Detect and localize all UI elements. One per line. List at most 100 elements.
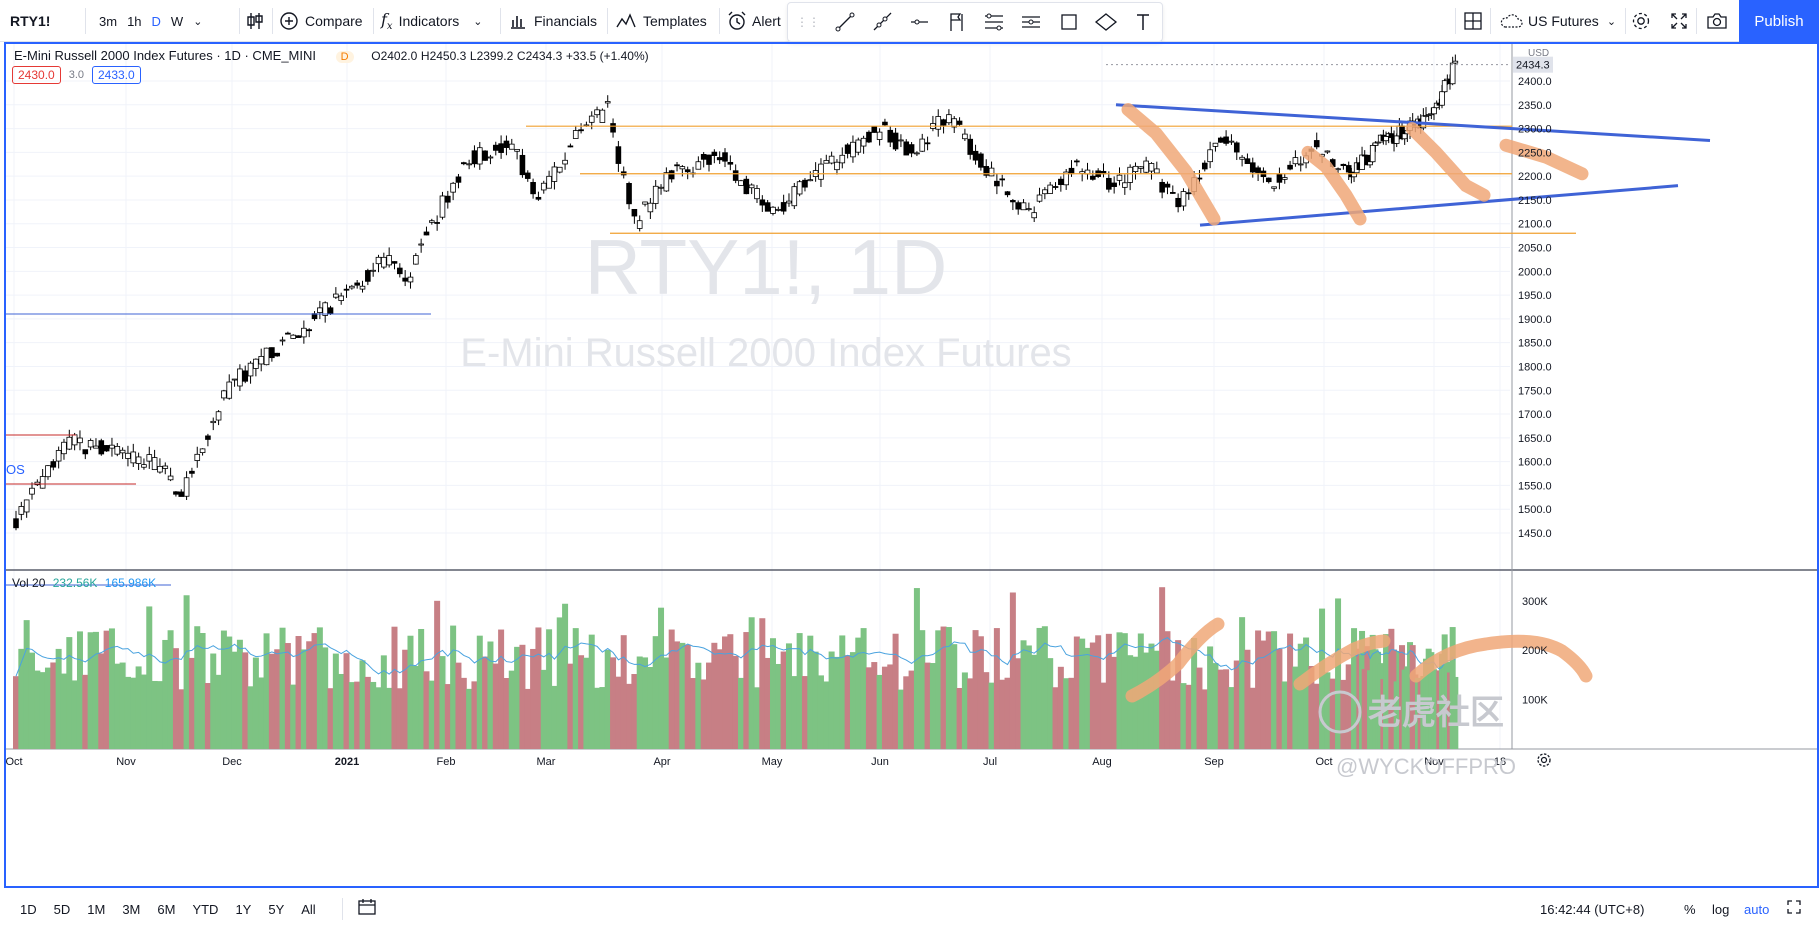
range-all[interactable]: All: [301, 901, 316, 917]
publish-button[interactable]: Publish: [1739, 0, 1819, 42]
candle-body: [1223, 136, 1229, 144]
ellipse-icon[interactable]: [1087, 4, 1124, 40]
candle-body: [135, 456, 142, 464]
volume-bar: [279, 627, 286, 749]
symbol-title[interactable]: E-Mini Russell 2000 Index Futures · 1D ·…: [14, 48, 316, 63]
volume-bar: [801, 676, 808, 749]
volume-bar: [50, 662, 57, 749]
candle-body: [850, 141, 856, 158]
expand-icon[interactable]: [1786, 899, 1802, 920]
volume-bar: [290, 684, 297, 749]
candle-body: [674, 164, 680, 167]
ray-icon[interactable]: [863, 4, 900, 40]
buy-price-button[interactable]: 2433.0: [92, 66, 141, 84]
fib-retracement-icon[interactable]: [1013, 4, 1050, 40]
candle-body: [1127, 166, 1133, 183]
percent-toggle[interactable]: %: [1684, 901, 1696, 917]
candle-body: [732, 170, 739, 181]
candle-body: [1132, 165, 1139, 173]
candle-body: [189, 470, 195, 474]
volume-bar: [1020, 640, 1027, 749]
drag-handle-icon[interactable]: ⋮⋮: [796, 15, 820, 29]
calendar-icon[interactable]: [357, 897, 377, 922]
alert-button[interactable]: Alert: [726, 0, 781, 42]
interval-3m[interactable]: 3m: [99, 13, 118, 29]
volume-ma-value: 165.986K: [104, 576, 157, 590]
highlight-decline-3: [1405, 122, 1491, 202]
volume-bar: [135, 666, 142, 749]
candle-body: [935, 116, 942, 130]
symbol-search[interactable]: RTY1!: [10, 0, 50, 42]
range-5y[interactable]: 5Y: [268, 901, 285, 917]
camera-icon[interactable]: [1705, 0, 1729, 42]
volume-highlight-2: [1293, 634, 1391, 691]
range-1y[interactable]: 1Y: [235, 901, 252, 917]
candle-body: [39, 476, 46, 489]
layout-icon[interactable]: [1462, 0, 1484, 42]
auto-toggle[interactable]: auto: [1744, 901, 1770, 917]
chevron-down-icon[interactable]: ⌄: [193, 15, 203, 28]
candle-body: [524, 172, 531, 179]
candle-body: [642, 201, 648, 205]
candle-body: [1052, 186, 1059, 188]
compare-button[interactable]: Compare: [279, 0, 363, 42]
price-chart[interactable]: RTY1!, 1D E-Mini Russell 2000 Index Futur…: [6, 44, 1817, 886]
candle-body: [599, 109, 606, 123]
candle-body: [1004, 191, 1011, 196]
volume-bar: [935, 630, 942, 749]
range-1d[interactable]: 1D: [20, 901, 37, 917]
candle-body: [1287, 164, 1293, 170]
author-handle: @WYCKOFFPRO: [1336, 754, 1516, 779]
interval-d[interactable]: D: [151, 13, 161, 29]
volume-bar: [711, 642, 718, 749]
rectangle-icon[interactable]: [1050, 4, 1087, 40]
text-tool-icon[interactable]: [1125, 4, 1162, 40]
sell-price-button[interactable]: 2430.0: [12, 66, 61, 84]
gear-icon[interactable]: [1630, 0, 1652, 42]
volume-bar: [242, 652, 249, 749]
candle-body: [253, 358, 259, 369]
volume-bar: [817, 675, 824, 749]
volume-bar: [460, 677, 467, 749]
log-toggle[interactable]: log: [1712, 901, 1730, 917]
volume-bar: [759, 618, 766, 749]
financials-button[interactable]: Financials: [508, 0, 597, 42]
clock[interactable]: 16:42:44 (UTC+8): [1540, 901, 1645, 917]
flag-icon[interactable]: [938, 4, 975, 40]
horizontal-ray-icon[interactable]: [901, 4, 938, 40]
range-6m[interactable]: 6M: [157, 901, 176, 917]
candle-body: [903, 141, 910, 156]
range-5d[interactable]: 5D: [53, 901, 71, 917]
candle-body: [439, 195, 446, 218]
fullscreen-icon[interactable]: [1668, 0, 1690, 42]
indicators-button[interactable]: fx Indicators ⌄: [381, 0, 482, 42]
volume-bar: [1335, 598, 1342, 749]
templates-icon: [616, 13, 636, 28]
candles-icon[interactable]: [244, 0, 266, 42]
price-tick: 2000.0: [1518, 266, 1552, 278]
volume-bar: [865, 667, 872, 749]
range-1m[interactable]: 1M: [87, 901, 106, 917]
candle-body: [119, 449, 126, 454]
trend-line-icon[interactable]: [826, 4, 863, 40]
exchange-selector[interactable]: US Futures ⌄: [1498, 0, 1616, 42]
interval-1h[interactable]: 1h: [127, 13, 142, 29]
volume-bar: [1121, 633, 1128, 749]
volume-bar: [34, 670, 41, 749]
volume-title[interactable]: Vol 20: [12, 576, 46, 590]
range-3m[interactable]: 3M: [122, 901, 141, 917]
volume-bar: [322, 647, 329, 749]
time-tick: Sep: [1204, 756, 1224, 768]
interval-w[interactable]: W: [170, 13, 184, 29]
candle-body: [647, 202, 654, 213]
templates-button[interactable]: Templates: [615, 0, 707, 42]
volume-bar: [1196, 667, 1203, 749]
candle-body: [796, 181, 803, 195]
chart-area[interactable]: RTY1!, 1D E-Mini Russell 2000 Index Futur…: [4, 42, 1819, 888]
volume-bar: [1025, 645, 1032, 749]
candle-body: [519, 154, 526, 176]
parallel-channel-icon[interactable]: [975, 4, 1012, 40]
range-ytd[interactable]: YTD: [192, 901, 219, 917]
volume-bar: [188, 657, 195, 749]
volume-highlight-1: [1125, 617, 1225, 703]
